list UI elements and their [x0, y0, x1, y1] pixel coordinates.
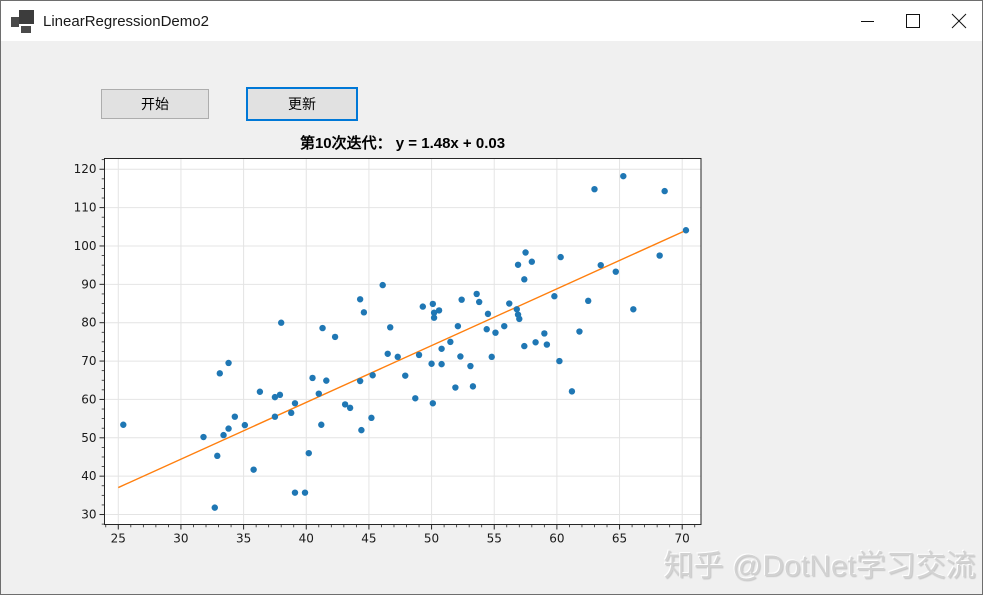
update-button[interactable]: 更新 [246, 87, 358, 121]
svg-text:90: 90 [81, 277, 96, 291]
svg-text:40: 40 [299, 532, 314, 546]
close-icon [951, 13, 967, 29]
svg-text:55: 55 [487, 532, 502, 546]
maximize-button[interactable] [890, 1, 936, 41]
svg-text:70: 70 [81, 354, 96, 368]
svg-text:50: 50 [81, 431, 96, 445]
svg-text:80: 80 [81, 316, 96, 330]
app-icon-shape [11, 17, 19, 27]
svg-text:70: 70 [675, 532, 690, 546]
chart-title: 第10次迭代： y = 1.48x + 0.03 [299, 135, 506, 152]
svg-text:50: 50 [424, 532, 439, 546]
svg-text:30: 30 [81, 508, 96, 522]
svg-text:65: 65 [612, 532, 627, 546]
start-button[interactable]: 开始 [101, 89, 209, 119]
svg-text:40: 40 [81, 469, 96, 483]
close-button[interactable] [936, 1, 982, 41]
titlebar: LinearRegressionDemo2 [1, 1, 982, 41]
svg-text:60: 60 [549, 532, 564, 546]
app-icon-shape [21, 26, 31, 33]
app-icon-shape [19, 10, 34, 24]
minimize-button[interactable] [844, 1, 890, 41]
svg-text:25: 25 [111, 532, 126, 546]
window-controls [844, 1, 982, 41]
svg-text:100: 100 [74, 239, 97, 253]
svg-text:60: 60 [81, 392, 96, 406]
minimize-icon [860, 20, 874, 22]
watermark: 知乎 @DotNet学习交流 [663, 550, 976, 583]
svg-text:30: 30 [173, 532, 188, 546]
maximize-icon [906, 14, 920, 28]
svg-text:110: 110 [74, 201, 97, 215]
app-icon [10, 8, 36, 34]
svg-text:35: 35 [236, 532, 251, 546]
window-title: LinearRegressionDemo2 [43, 12, 209, 30]
svg-text:45: 45 [361, 532, 376, 546]
svg-text:120: 120 [74, 162, 97, 176]
